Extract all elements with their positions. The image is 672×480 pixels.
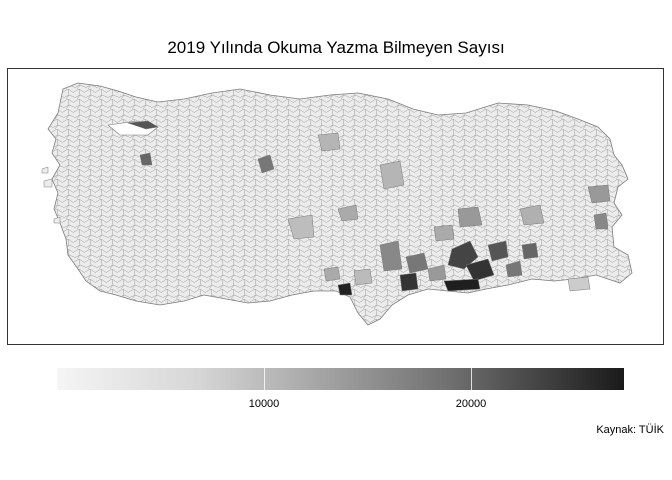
legend-tick-label-20000: 20000 [455, 398, 487, 410]
source-caption: Kaynak: TÜİK [596, 424, 664, 436]
coastal-islands [41, 166, 61, 224]
turkey-choropleth-map [41, 82, 633, 326]
legend-tick-label-10000: 10000 [248, 398, 280, 410]
map-panel [7, 68, 664, 345]
shaded-districts [127, 120, 611, 296]
legend-colorbar [57, 368, 624, 390]
legend-tick-20000 [471, 368, 472, 390]
legend-tick-10000 [264, 368, 265, 390]
map-title: 2019 Yılında Okuma Yazma Bilmeyen Sayısı [167, 38, 505, 57]
